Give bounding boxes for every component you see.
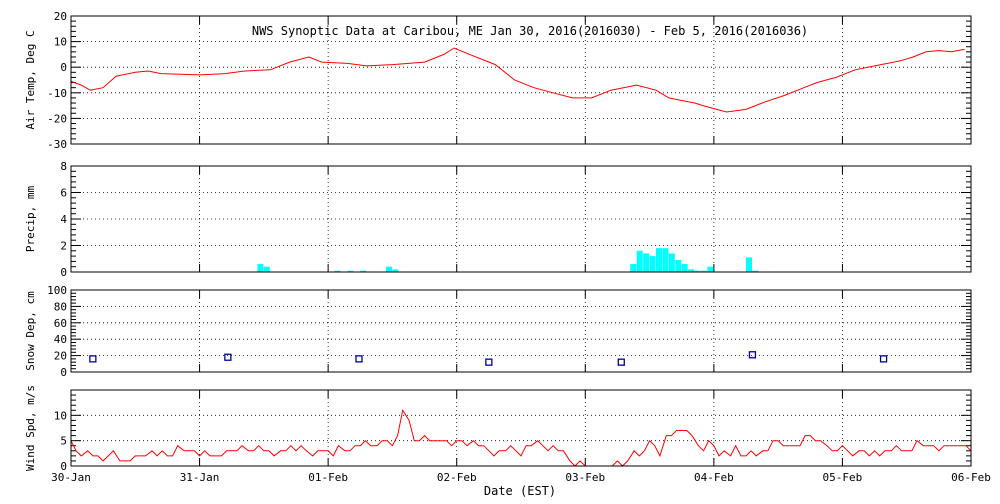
panel-frame — [70, 15, 972, 145]
ytick-label: 0 — [60, 266, 67, 279]
xtick-label: 05-Feb — [823, 471, 863, 484]
xtick-label: 31-Jan — [180, 471, 220, 484]
ytick-label: 80 — [54, 300, 67, 313]
y-axis-label: Air Temp, Deg C — [24, 30, 37, 129]
xtick-label: 30-Jan — [51, 471, 91, 484]
xtick-label: 02-Feb — [437, 471, 477, 484]
ytick-label: -30 — [47, 138, 67, 151]
xtick-label: 03-Feb — [565, 471, 605, 484]
ytick-label: 10 — [54, 409, 67, 422]
panel-4: 0 5 10 Wind Spd, m/s — [24, 385, 972, 473]
ytick-label: -10 — [47, 87, 67, 100]
xtick-label: 01-Feb — [308, 471, 348, 484]
ytick-label: 0 — [60, 61, 67, 74]
ytick-label: 10 — [54, 36, 67, 49]
precip-bar — [630, 264, 637, 272]
ytick-label: 5 — [60, 435, 67, 448]
precip-bar — [694, 270, 701, 272]
precip-bar — [257, 264, 264, 272]
ytick-label: 100 — [47, 284, 67, 297]
panel-2: 0 2 4 6 8 Precip, mm — [24, 160, 972, 279]
y-axis-label: Wind Spd, m/s — [24, 385, 37, 471]
series-line — [70, 408, 972, 467]
ytick-label: 0 — [60, 366, 67, 379]
precip-bar — [386, 266, 392, 272]
y-axis-label: Snow Dep, cm — [24, 291, 37, 371]
precip-bar — [263, 266, 270, 272]
ytick-label: 20 — [54, 350, 67, 363]
snow-depth-marker — [89, 355, 97, 363]
panel-frame — [70, 389, 972, 467]
precip-bar — [662, 248, 669, 272]
panel-1: -30 -20 -10 0 10 20 Air Temp, Deg C — [24, 10, 972, 151]
ytick-label: 2 — [60, 240, 67, 253]
panel-frame — [70, 165, 972, 273]
xtick-label: 06-Feb — [951, 471, 991, 484]
snow-depth-marker — [879, 355, 888, 363]
ytick-label: 0 — [60, 460, 67, 473]
ytick-label: 20 — [54, 10, 67, 23]
chart-title: NWS Synoptic Data at Caribou, ME Jan 30,… — [252, 24, 808, 38]
precip-bar — [636, 250, 643, 272]
snow-depth-marker — [748, 351, 757, 359]
ytick-label: -20 — [47, 112, 67, 125]
precip-bar — [360, 270, 367, 272]
precip-bar — [675, 260, 682, 272]
precip-bar — [688, 269, 695, 272]
precip-bar — [649, 256, 656, 272]
precip-bar — [752, 270, 759, 272]
precip-bar — [681, 264, 688, 272]
snow-depth-marker — [485, 358, 493, 366]
panel-3: 0 20 40 60 80 100 Snow Dep, cm — [24, 284, 972, 379]
precip-bar — [746, 257, 752, 272]
y-axis-label: Precip, mm — [24, 186, 37, 253]
precip-bar — [707, 266, 714, 272]
panel-frame — [70, 289, 972, 373]
ytick-label: 8 — [60, 160, 67, 173]
series-line — [70, 47, 965, 113]
precip-bar — [668, 253, 675, 272]
ytick-label: 4 — [60, 213, 67, 226]
precip-bar — [656, 248, 662, 272]
xtick-label: 04-Feb — [694, 471, 734, 484]
precip-bar — [643, 253, 650, 272]
snow-depth-marker — [224, 353, 232, 361]
precip-bar — [392, 269, 399, 272]
precip-bar — [701, 270, 707, 272]
precip-bar — [347, 270, 354, 272]
snow-depth-marker — [617, 358, 625, 366]
ytick-label: 6 — [60, 187, 67, 200]
precip-bar — [334, 270, 341, 272]
snow-depth-marker — [355, 355, 363, 363]
ytick-label: 40 — [54, 333, 67, 346]
x-axis-label: Date (EST) — [484, 484, 556, 498]
ytick-label: 60 — [54, 317, 67, 330]
